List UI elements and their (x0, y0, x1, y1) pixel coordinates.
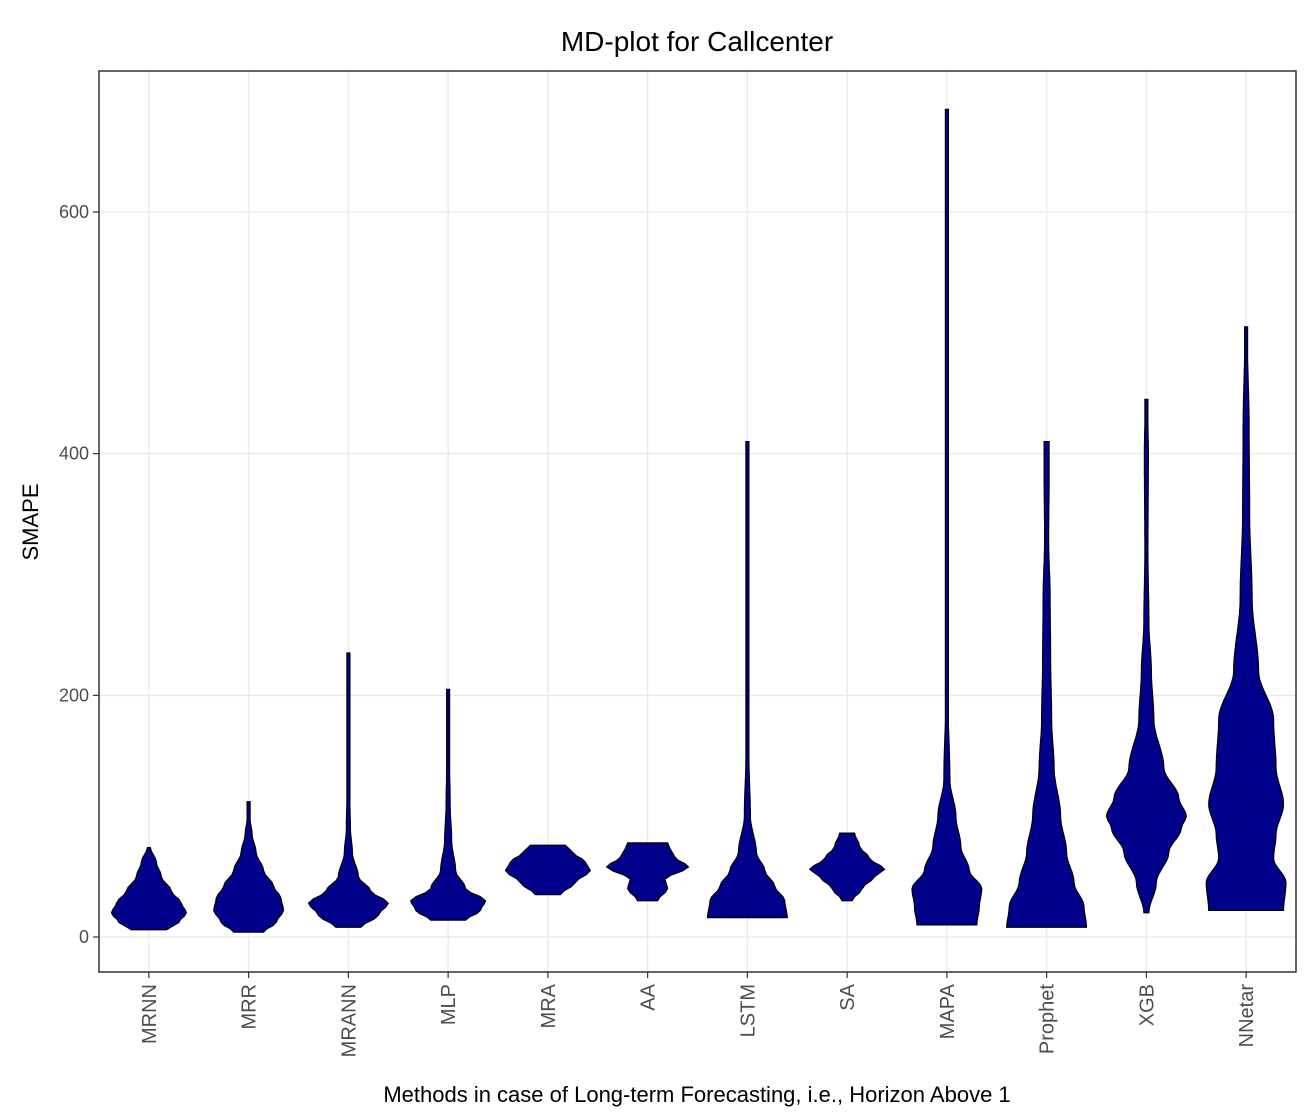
x-tick-label-sa: SA (837, 983, 859, 1010)
x-tick-label-mrann: MRANN (338, 984, 360, 1057)
x-tick-label-prophet: Prophet (1037, 984, 1059, 1054)
violin-xgb (1105, 398, 1187, 914)
x-tick-label-mlp: MLP (438, 984, 460, 1025)
x-tick-label-lstm: LSTM (737, 984, 759, 1037)
y-tick-label: 0 (79, 927, 89, 947)
violin-mapa (911, 108, 983, 926)
chart-title: MD-plot for Callcenter (561, 26, 833, 57)
y-axis-ticks: 0 200 400 600 (59, 202, 99, 947)
x-tick-label-xgb: XGB (1136, 984, 1158, 1026)
violin-prophet (1006, 441, 1088, 928)
violin-aa (605, 842, 690, 902)
violin-mrr (213, 801, 285, 933)
x-tick-label-mapa: MAPA (937, 983, 959, 1039)
y-tick-label: 600 (59, 202, 89, 222)
x-tick-label-mrnn: MRNN (139, 984, 161, 1044)
x-tick-label-aa: AA (638, 983, 660, 1010)
x-tick-label-nnetar: NNetar (1236, 984, 1258, 1048)
violin-mlp (409, 688, 487, 921)
violin-mra (504, 844, 592, 896)
x-tick-label-mra: MRA (538, 983, 560, 1028)
violin-mrann (307, 652, 390, 928)
plot-panel-border (98, 70, 1297, 973)
violin-nnetar (1205, 326, 1287, 911)
x-axis-title: Methods in case of Long-term Forecasting… (383, 1082, 1010, 1107)
x-axis-ticks: MRNN MRR MRANN MLP MRA AA LSTM SA MAPA Prophet XGB… (139, 972, 1258, 1057)
violin-sa (808, 832, 886, 902)
x-tick-label-mrr: MRR (239, 984, 261, 1030)
violins (110, 108, 1287, 933)
y-axis-title: SMAPE (18, 483, 43, 560)
y-tick-label: 200 (59, 685, 89, 705)
violin-mrnn (110, 847, 187, 931)
violin-lstm (706, 441, 788, 919)
y-tick-label: 400 (59, 444, 89, 464)
